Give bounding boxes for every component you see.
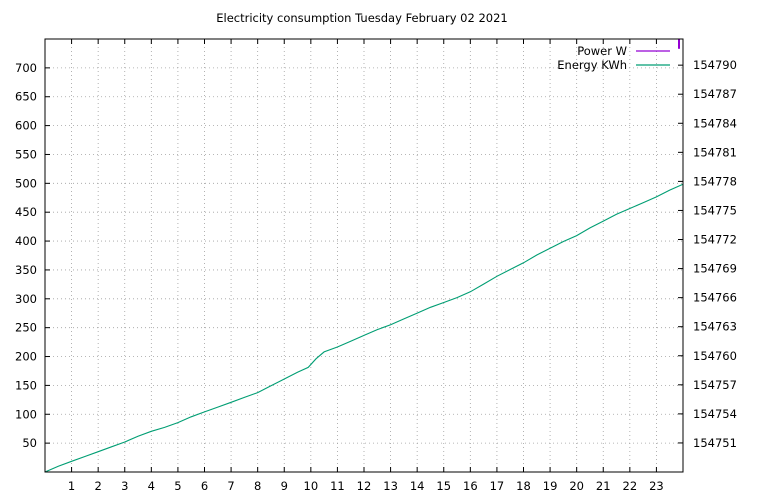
y2-tick-label: 154772: [693, 233, 737, 247]
x-tick-label: 19: [543, 479, 558, 493]
y2-tick-label: 154775: [693, 203, 737, 217]
x-axis: 1 2 3 4 5 6 7 8 9 10 11 12 13 14 15 16 17 18 19 20 21 22 23: [68, 39, 664, 493]
y-tick-label: 700: [15, 61, 37, 75]
y2-tick-label: 154787: [693, 87, 737, 101]
y-tick-label: 100: [15, 407, 37, 421]
y-tick-label: 200: [15, 350, 37, 364]
y2-tick-label: 154784: [693, 116, 737, 130]
x-tick-label: 5: [174, 479, 181, 493]
legend-label: Power W: [577, 44, 627, 58]
y-tick-label: 350: [15, 263, 37, 277]
x-tick-label: 15: [436, 479, 451, 493]
y-tick-label: 500: [15, 176, 37, 190]
x-tick-label: 8: [254, 479, 261, 493]
x-tick-label: 13: [383, 479, 398, 493]
x-tick-label: 16: [463, 479, 478, 493]
x-tick-label: 23: [649, 479, 664, 493]
plot-area: [44, 39, 684, 473]
x-tick-label: 4: [148, 479, 155, 493]
y-tick-label: 50: [22, 436, 37, 450]
y2-tick-label: 154763: [693, 320, 737, 334]
x-tick-label: 3: [121, 479, 128, 493]
x-tick-label: 14: [410, 479, 425, 493]
x-tick-label: 17: [490, 479, 505, 493]
y-tick-label: 650: [15, 90, 37, 104]
y-tick-label: 300: [15, 292, 37, 306]
x-tick-label: 6: [201, 479, 208, 493]
x-tick-label: 21: [596, 479, 611, 493]
x-tick-label: 18: [516, 479, 531, 493]
y2-tick-label: 154790: [693, 58, 737, 72]
y-tick-label: 600: [15, 119, 37, 133]
y2-tick-label: 154781: [693, 145, 737, 159]
chart-title: Electricity consumption Tuesday February…: [216, 11, 508, 25]
x-tick-label: 1: [68, 479, 75, 493]
y2-tick-label: 154751: [693, 436, 737, 450]
y2-tick-label: 154754: [693, 407, 737, 421]
legend-label: Energy KWh: [557, 58, 627, 72]
grid: [45, 39, 683, 472]
y-tick-label: 400: [15, 234, 37, 248]
y2-tick-label: 154766: [693, 291, 737, 305]
y-tick-label: 150: [15, 378, 37, 392]
x-tick-label: 7: [227, 479, 234, 493]
y2-tick-label: 154778: [693, 174, 737, 188]
x-tick-label: 10: [304, 479, 319, 493]
y-tick-label: 550: [15, 147, 37, 161]
x-tick-label: 2: [95, 479, 102, 493]
y-tick-label: 250: [15, 321, 37, 335]
y2-tick-label: 154760: [693, 349, 737, 363]
x-tick-label: 11: [330, 479, 345, 493]
plot-frame: [44, 38, 684, 473]
y2-tick-label: 154769: [693, 262, 737, 276]
x-tick-label: 22: [623, 479, 638, 493]
x-tick-label: 12: [357, 479, 372, 493]
y2-tick-label: 154757: [693, 378, 737, 392]
y-tick-label: 450: [15, 205, 37, 219]
x-tick-label: 20: [569, 479, 584, 493]
series-line-energy-kwh: [44, 183, 684, 473]
y-axis: 50 100 150 200 250 300 350 400 450 500 550 600 650 70…: [15, 61, 50, 450]
x-tick-label: 9: [281, 479, 288, 493]
y2-axis: 154751 154754 154757 154760 154763 154766 1547…: [678, 58, 737, 450]
